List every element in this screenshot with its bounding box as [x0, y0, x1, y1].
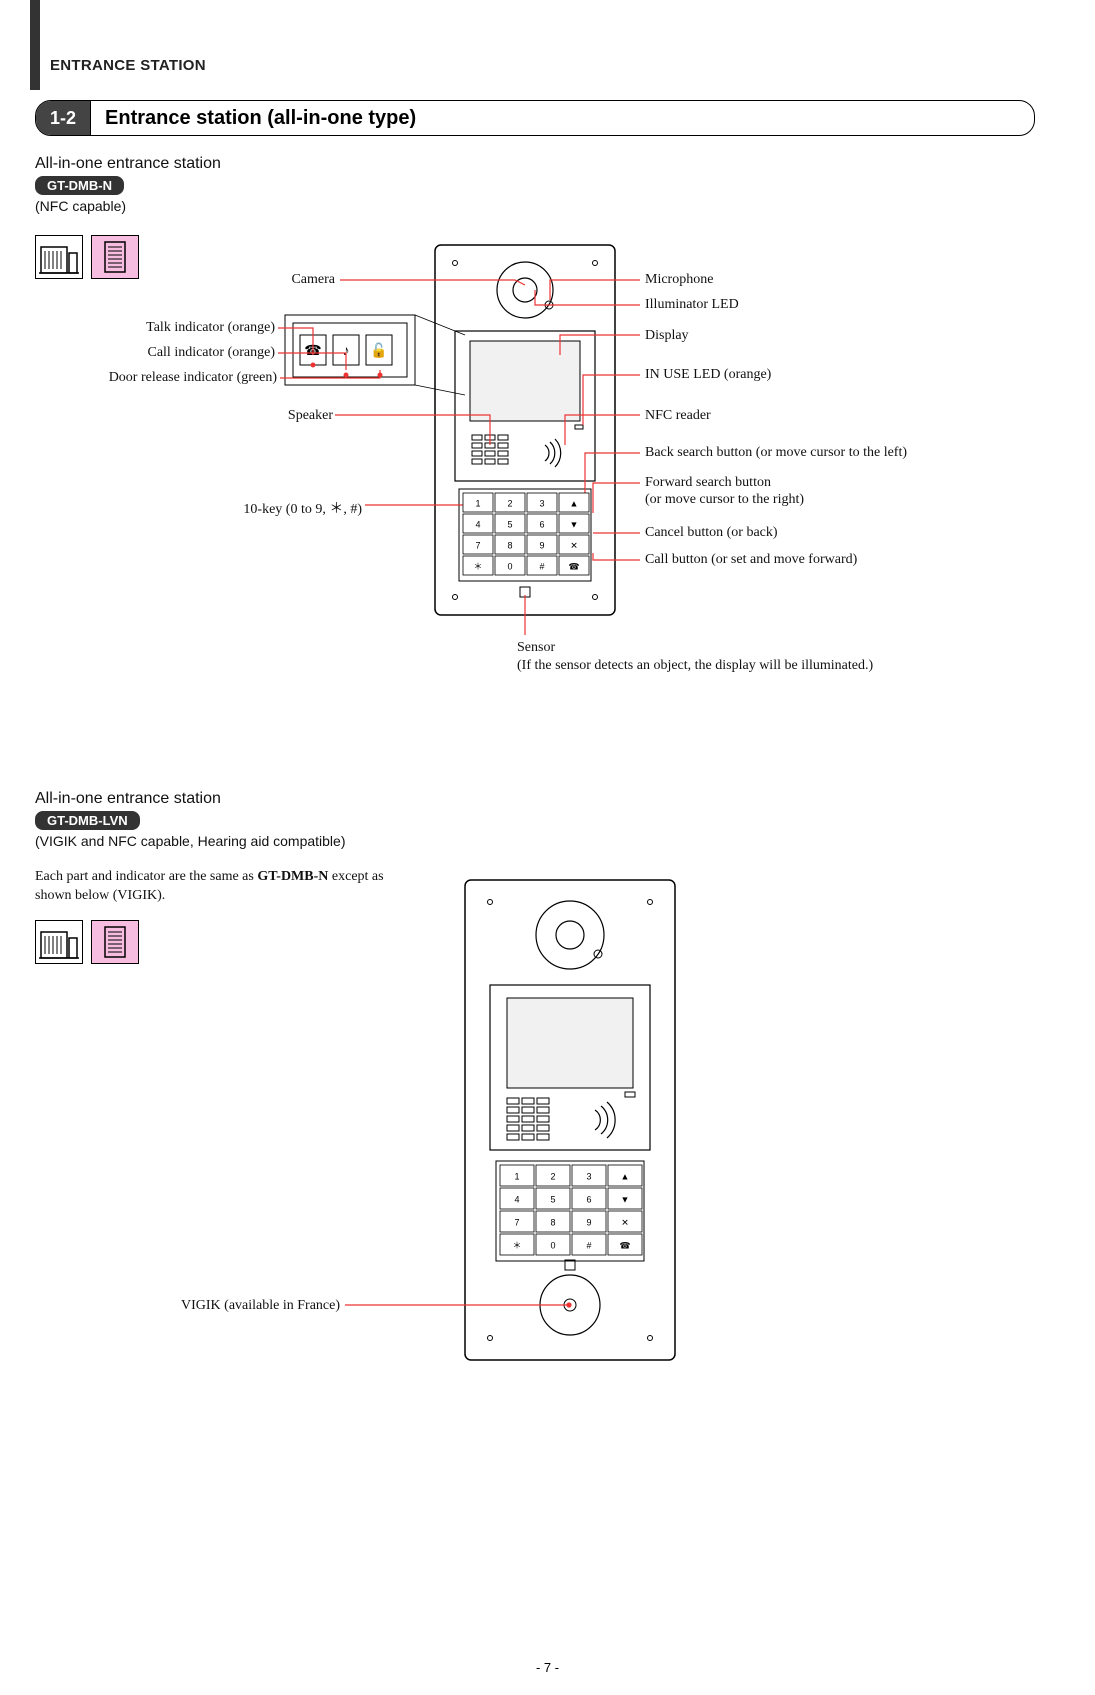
svg-text:7: 7: [514, 1218, 519, 1228]
svg-text:＊: ＊: [473, 562, 482, 572]
svg-text:0: 0: [550, 1241, 555, 1251]
svg-text:1: 1: [475, 499, 480, 509]
model2-heading: All-in-one entrance station: [35, 790, 345, 808]
svg-text:#: #: [539, 562, 544, 572]
label-vigik: VIGIK (available in France): [150, 1298, 340, 1314]
svg-text:8: 8: [507, 541, 512, 551]
section-title: Entrance station (all-in-one type): [91, 101, 430, 135]
page-number: - 7 -: [0, 1660, 1095, 1675]
svg-text:8: 8: [550, 1218, 555, 1228]
svg-text:2: 2: [550, 1172, 555, 1182]
label-talk-indicator: Talk indicator (orange): [120, 320, 275, 336]
svg-text:☎: ☎: [619, 1241, 630, 1251]
svg-text:4: 4: [475, 520, 480, 530]
label-sensor-note: (If the sensor detects an object, the di…: [517, 658, 873, 674]
svg-text:▲: ▲: [621, 1172, 630, 1182]
label-cancel: Cancel button (or back): [645, 525, 778, 541]
svg-text:7: 7: [475, 541, 480, 551]
label-microphone: Microphone: [645, 272, 713, 288]
label-display: Display: [645, 328, 689, 344]
model2-badge: GT-DMB-LVN: [35, 811, 140, 830]
svg-text:4: 4: [514, 1195, 519, 1205]
svg-text:5: 5: [550, 1195, 555, 1205]
svg-text:▼: ▼: [570, 520, 579, 530]
model1-badge: GT-DMB-N: [35, 176, 124, 195]
label-sensor: Sensor: [517, 640, 555, 656]
svg-text:▲: ▲: [570, 499, 579, 509]
label-forward-search-2: (or move cursor to the right): [645, 492, 804, 508]
svg-text:#: #: [586, 1241, 591, 1251]
svg-text:☎: ☎: [568, 562, 579, 572]
model1-heading: All-in-one entrance station: [35, 155, 221, 173]
svg-text:▼: ▼: [621, 1195, 630, 1205]
svg-text:＊: ＊: [512, 1241, 521, 1251]
model2-capability: (VIGIK and NFC capable, Hearing aid comp…: [35, 833, 345, 849]
svg-text:9: 9: [586, 1218, 591, 1228]
label-illuminator-led: Illuminator LED: [645, 297, 739, 313]
label-call-btn: Call button (or set and move forward): [645, 552, 857, 568]
svg-text:6: 6: [586, 1195, 591, 1205]
svg-text:3: 3: [586, 1172, 591, 1182]
label-tenkey: 10-key (0 to 9, ＊, #): [200, 498, 362, 518]
svg-text:1: 1: [514, 1172, 519, 1182]
section-number: 1-2: [36, 101, 91, 135]
label-nfc-reader: NFC reader: [645, 408, 711, 424]
svg-text:🔓: 🔓: [370, 342, 387, 359]
label-call-indicator: Call indicator (orange): [120, 345, 275, 361]
svg-text:0: 0: [507, 562, 512, 572]
svg-text:✕: ✕: [570, 541, 578, 551]
section-header-bar: 1-2 Entrance station (all-in-one type): [35, 100, 1035, 136]
model1-capability: (NFC capable): [35, 198, 221, 214]
svg-text:5: 5: [507, 520, 512, 530]
label-back-search: Back search button (or move cursor to th…: [645, 445, 907, 461]
svg-text:9: 9: [539, 541, 544, 551]
header-side-tab: [30, 0, 40, 90]
label-door-release: Door release indicator (green): [70, 370, 277, 386]
label-camera: Camera: [275, 272, 335, 288]
svg-text:6: 6: [539, 520, 544, 530]
svg-text:2: 2: [507, 499, 512, 509]
label-speaker: Speaker: [247, 408, 333, 424]
svg-text:3: 3: [539, 499, 544, 509]
label-in-use-led: IN USE LED (orange): [645, 367, 771, 383]
label-forward-search: Forward search button: [645, 475, 771, 491]
svg-text:✕: ✕: [621, 1218, 629, 1228]
page-header: ENTRANCE STATION: [50, 57, 206, 74]
